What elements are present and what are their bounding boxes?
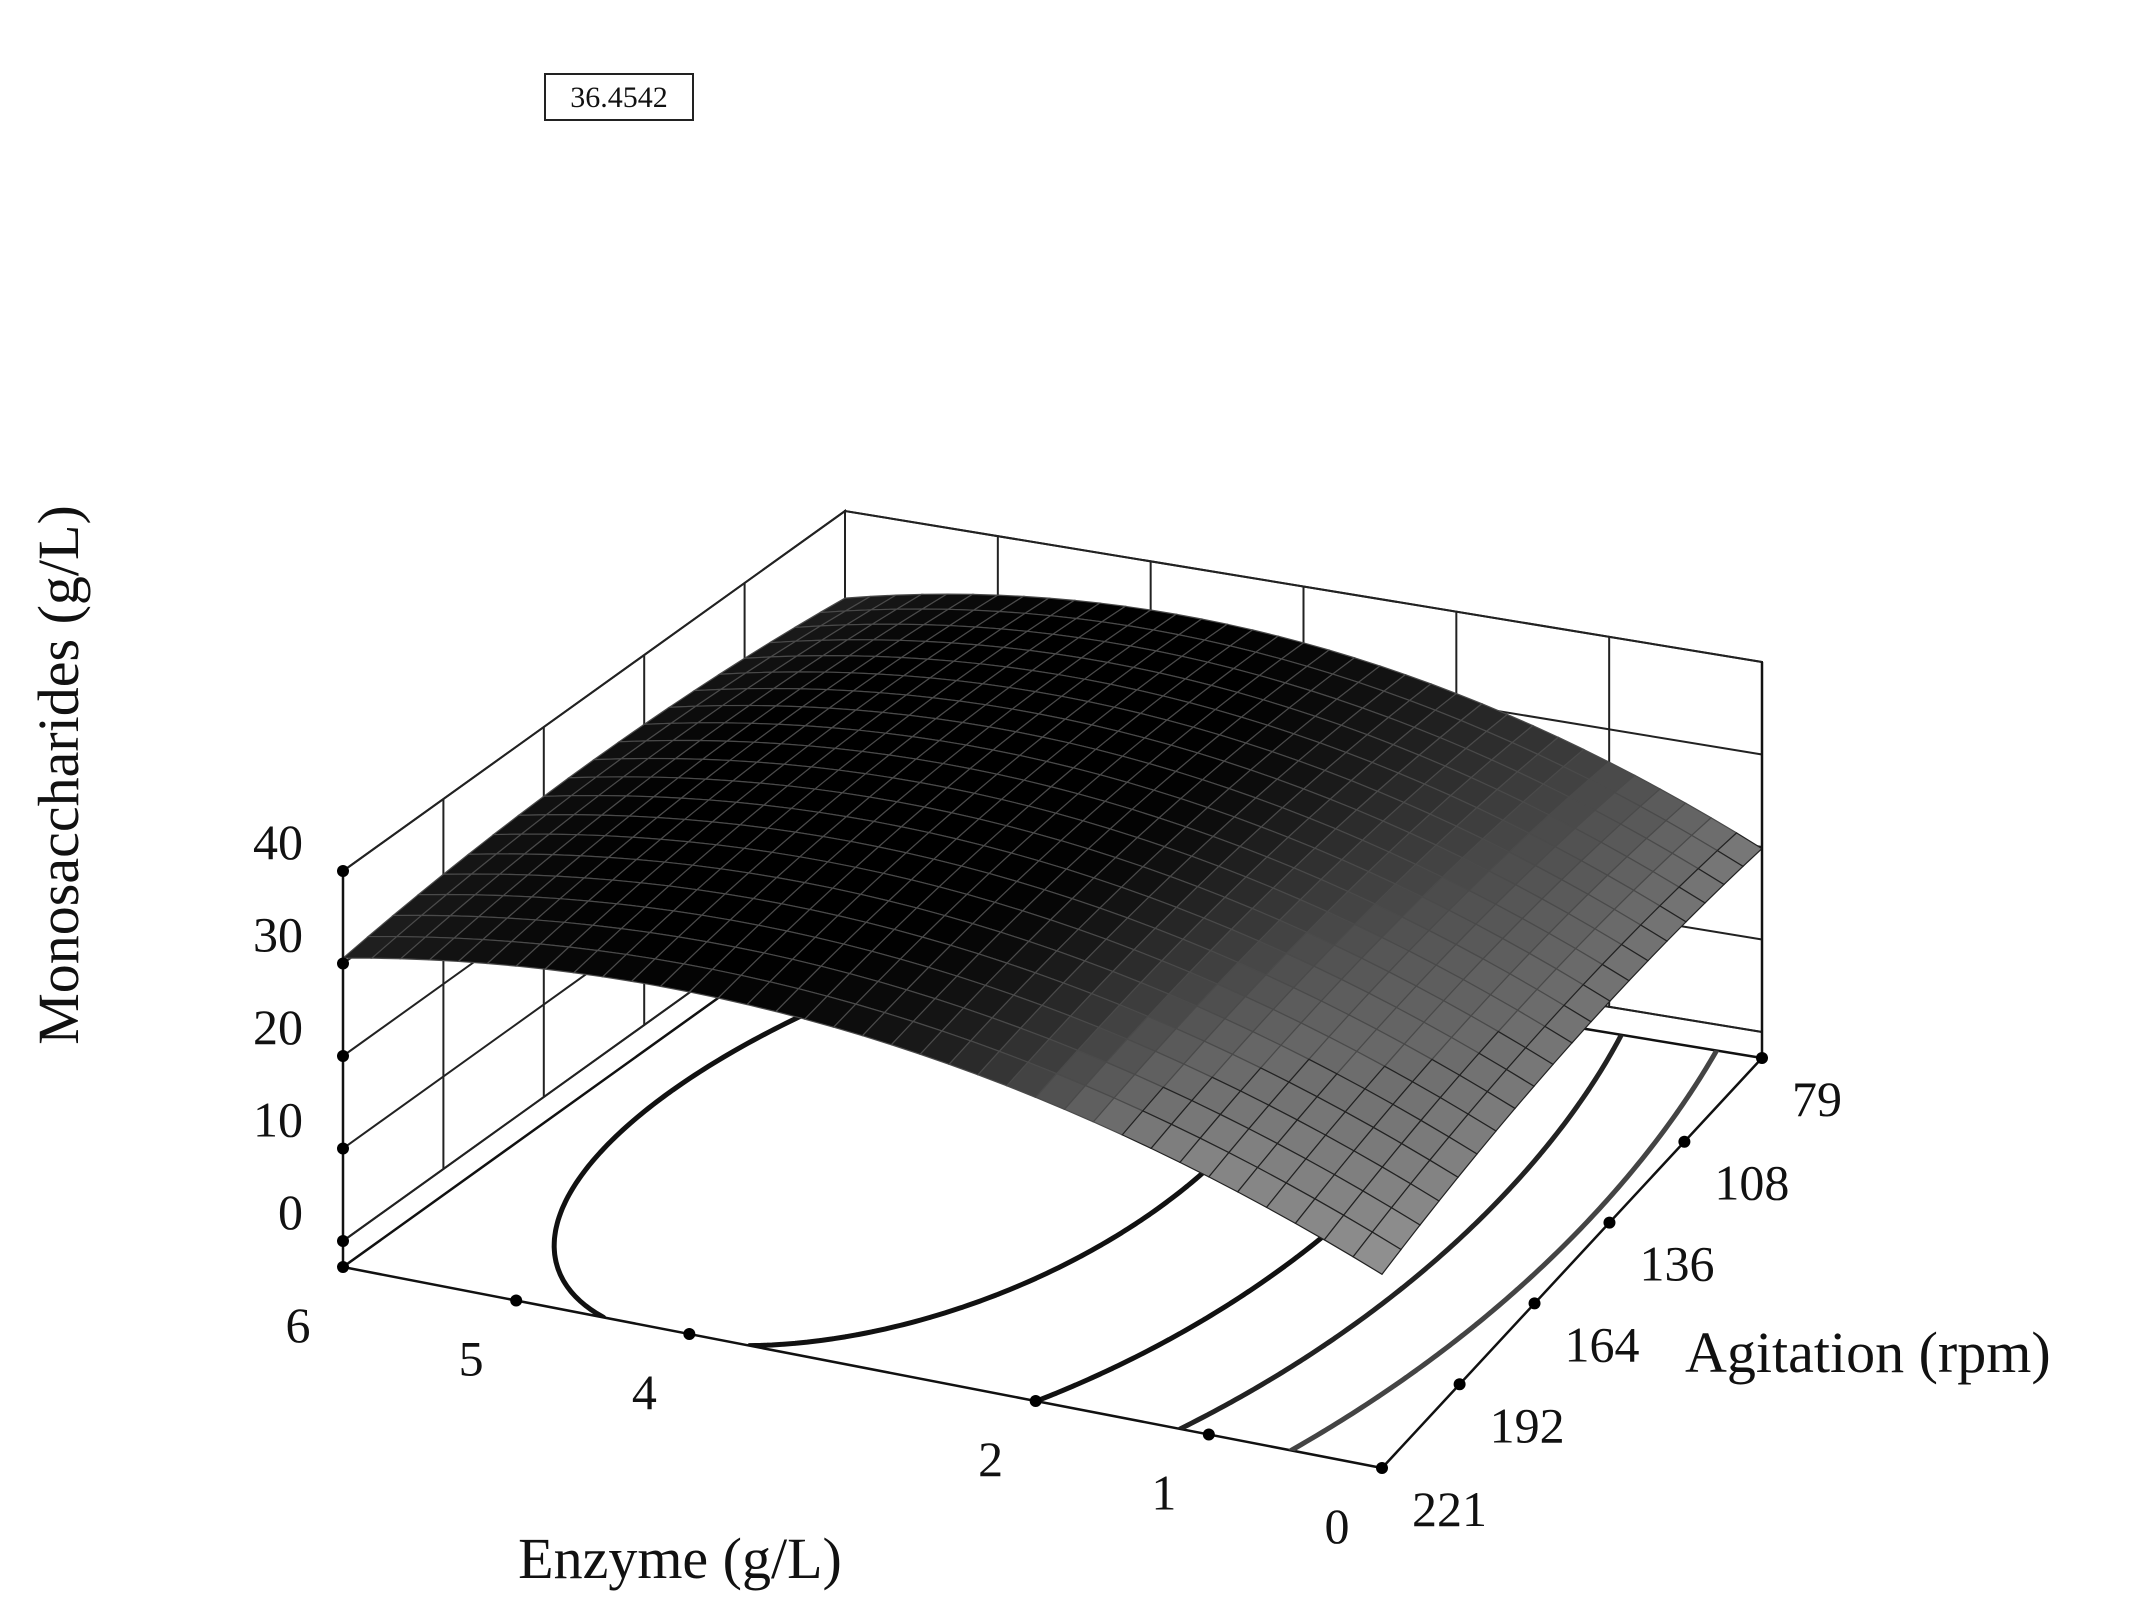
enzyme-axis-title: Enzyme (g/L) [518, 1526, 842, 1591]
z-axis-title: Monosaccharides (g/L) [26, 505, 91, 1045]
z-tick-dot [337, 1235, 349, 1247]
agitation-tick-dot [1603, 1216, 1616, 1229]
enzyme-tick-label: 5 [459, 1331, 484, 1387]
agitation-tick-dot [1678, 1135, 1691, 1148]
surface-cell [1352, 1231, 1402, 1276]
agitation-tick-label: 136 [1639, 1236, 1714, 1292]
z-tick-label: 10 [253, 1092, 303, 1148]
agitation-axis-title: Agitation (rpm) [1685, 1320, 2051, 1385]
enzyme-tick-dot [510, 1294, 523, 1307]
z-tick-dot [337, 1050, 349, 1062]
contour-line [1177, 1032, 1624, 1432]
enzyme-tick-dot [337, 1261, 349, 1273]
enzyme-tick-label: 1 [1151, 1465, 1176, 1521]
z-tick-label: 0 [278, 1184, 303, 1240]
agitation-tick-dot [1756, 1052, 1768, 1064]
enzyme-tick-dot [1029, 1395, 1042, 1407]
agitation-tick-label: 192 [1490, 1397, 1565, 1453]
z-tick-label: 40 [253, 814, 303, 870]
enzyme-tick-label: 2 [978, 1431, 1003, 1487]
z-tick-label: 30 [253, 907, 303, 963]
enzyme-tick-dot [1202, 1428, 1215, 1441]
max-value-annotation: 36.4542 [544, 73, 694, 121]
enzyme-tick-dot [683, 1328, 696, 1340]
front-frame [341, 662, 1764, 1267]
agitation-tick-label: 108 [1714, 1155, 1789, 1211]
max-value-label: 36.4542 [570, 81, 668, 114]
agitation-tick-label: 221 [1412, 1481, 1487, 1537]
z-tick-dot [337, 1142, 349, 1155]
z-tick-dot [337, 957, 349, 970]
z-tick-dot [337, 865, 349, 877]
response-surface [341, 593, 1763, 1276]
axis-titles: Monosaccharides (g/L) Enzyme (g/L) Agita… [26, 505, 2051, 1591]
z-tick-label: 20 [253, 999, 303, 1055]
agitation-tick-label: 79 [1792, 1071, 1842, 1127]
agitation-tick-label: 164 [1565, 1316, 1640, 1372]
enzyme-tick-label: 6 [286, 1297, 311, 1353]
agitation-tick-dot [1528, 1297, 1541, 1310]
agitation-tick-dot [1376, 1462, 1388, 1474]
enzyme-tick-label: 4 [632, 1364, 657, 1420]
enzyme-tick-label: 0 [1325, 1498, 1350, 1554]
agitation-tick-dot [1453, 1378, 1466, 1391]
contour-line [1288, 1048, 1720, 1453]
